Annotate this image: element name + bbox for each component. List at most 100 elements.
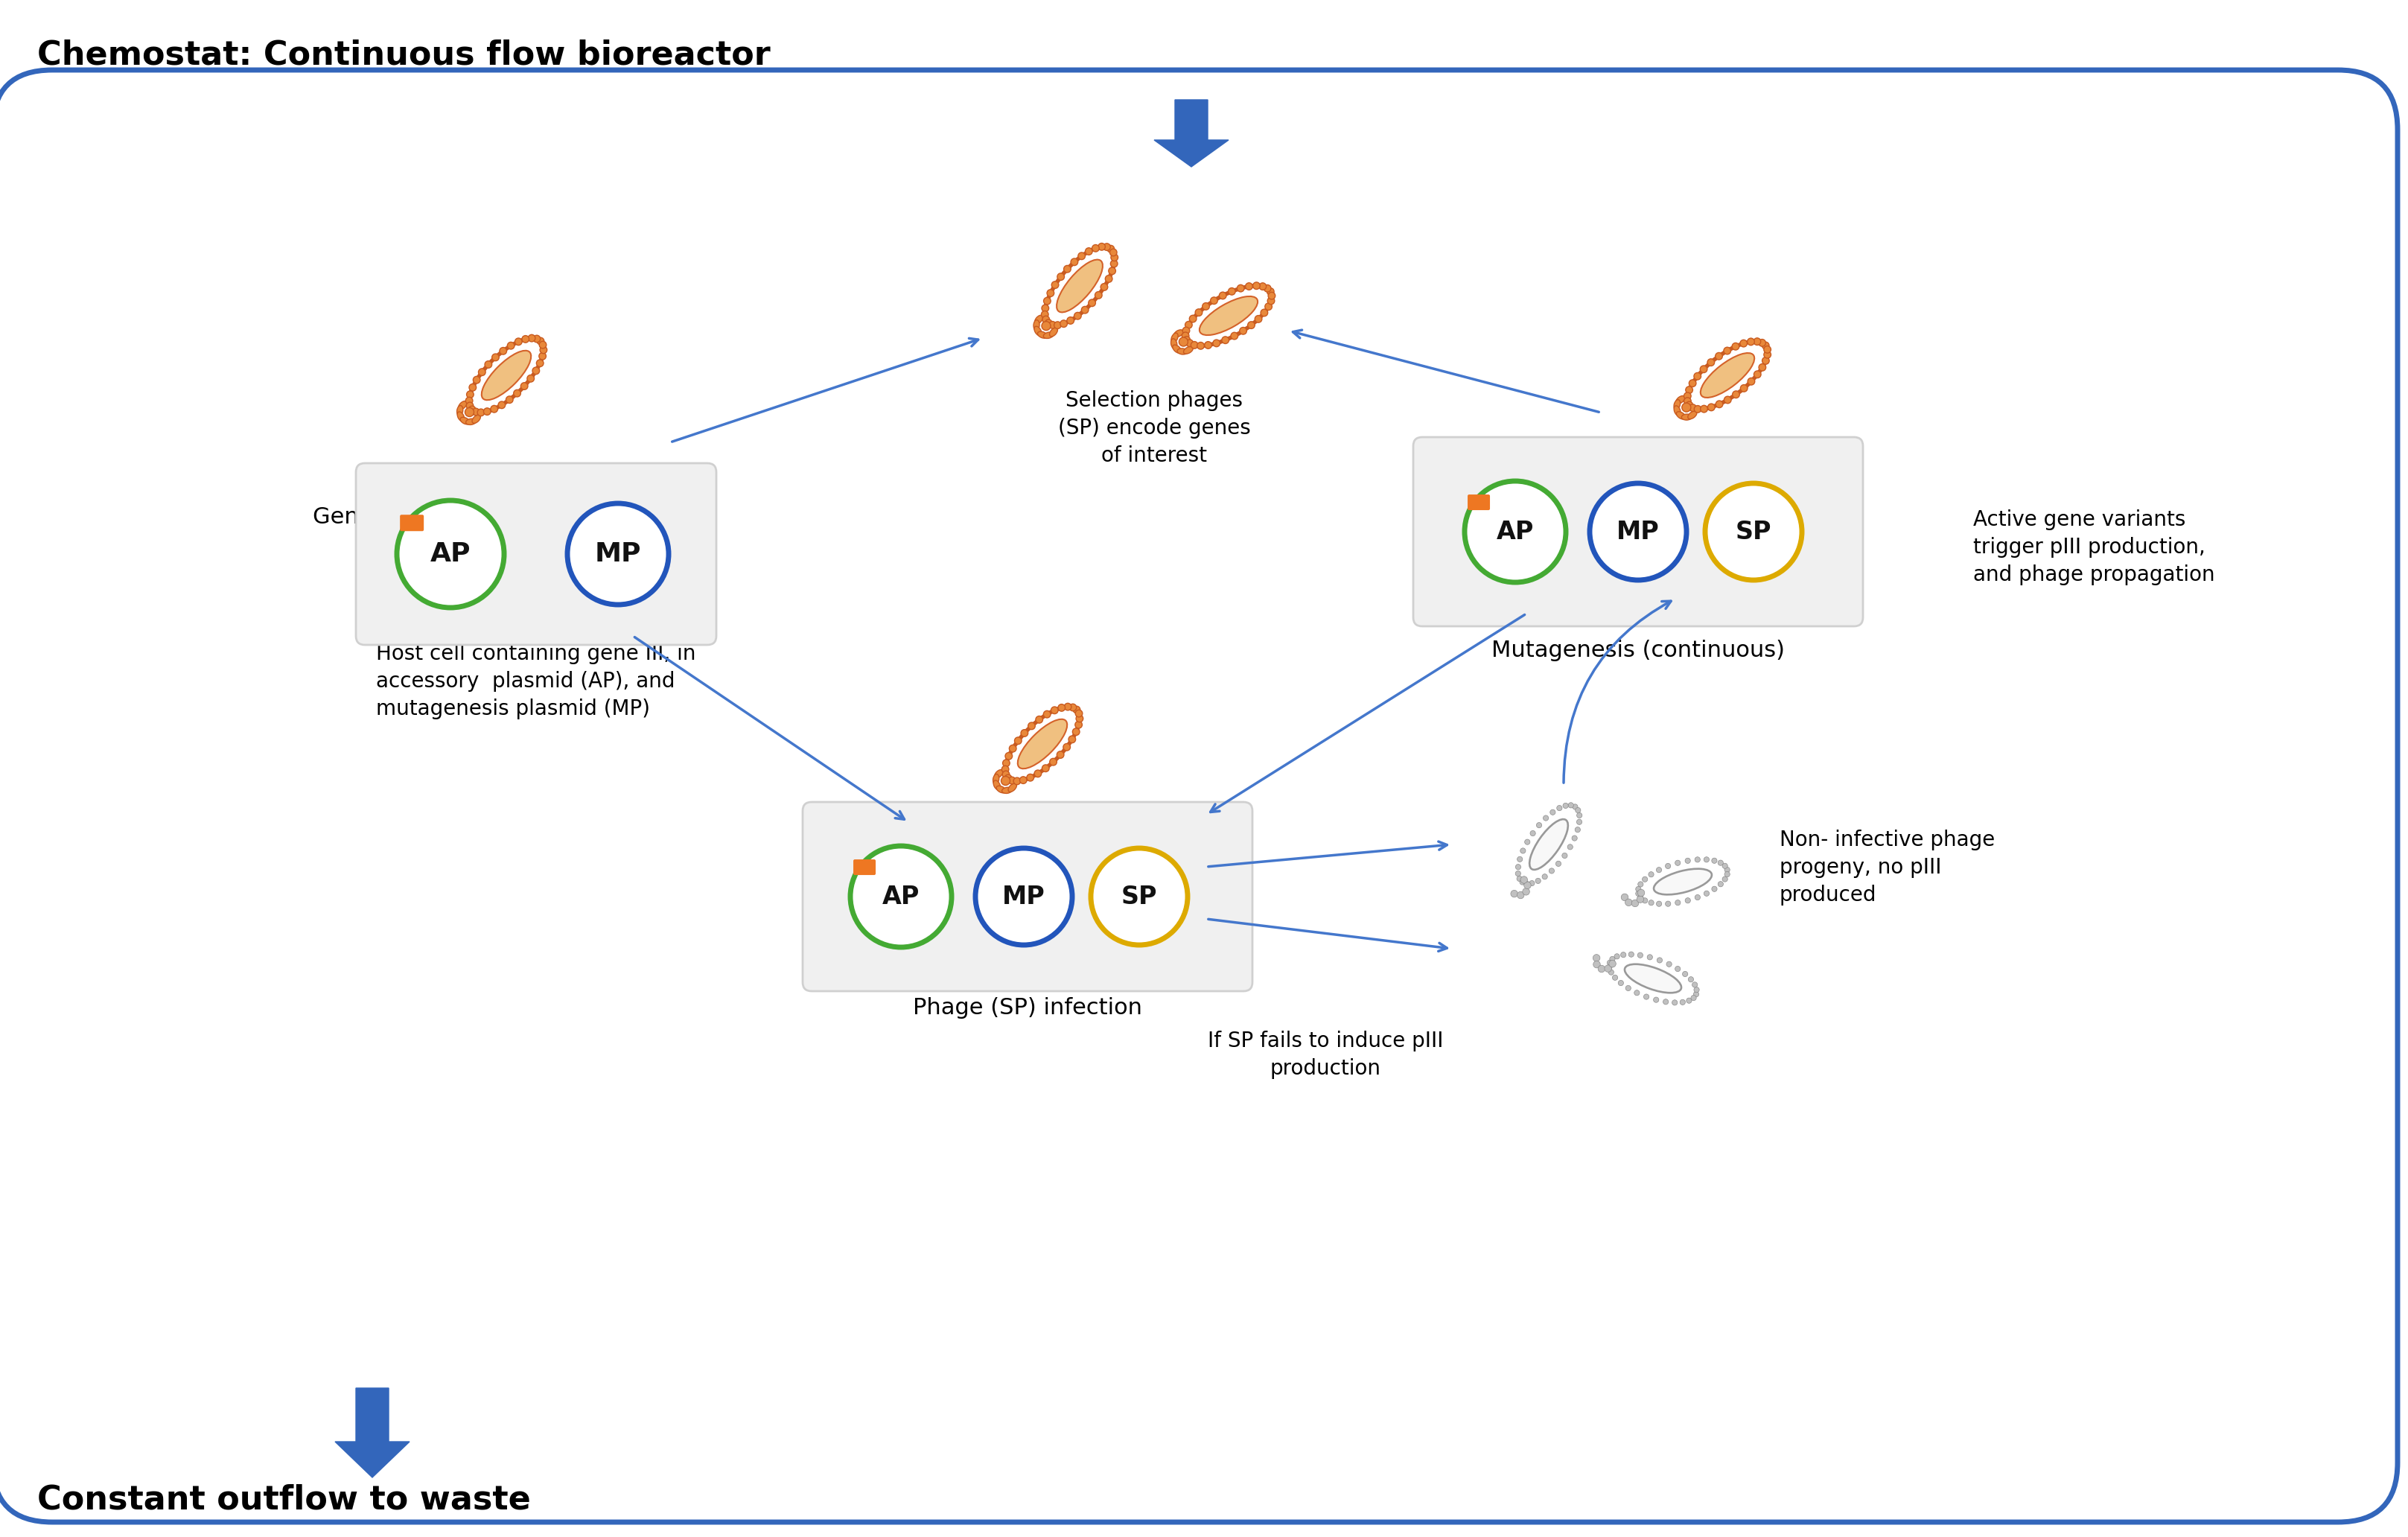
Ellipse shape [1057, 260, 1103, 312]
Circle shape [1081, 306, 1088, 314]
Ellipse shape [1676, 412, 1686, 420]
Circle shape [1666, 864, 1671, 868]
Ellipse shape [1035, 315, 1043, 324]
Circle shape [1676, 967, 1681, 971]
Circle shape [1069, 736, 1076, 742]
Circle shape [1522, 888, 1529, 895]
Circle shape [1026, 775, 1033, 781]
Circle shape [1040, 310, 1047, 318]
Circle shape [1182, 327, 1190, 334]
Circle shape [1731, 343, 1739, 350]
Circle shape [1666, 901, 1671, 907]
Circle shape [1671, 1001, 1678, 1005]
FancyBboxPatch shape [1466, 495, 1491, 510]
Circle shape [1014, 738, 1021, 744]
Text: AP: AP [881, 884, 920, 908]
Ellipse shape [992, 775, 999, 784]
Circle shape [1194, 309, 1202, 317]
Circle shape [1009, 776, 1016, 784]
Circle shape [1050, 321, 1057, 329]
Circle shape [1004, 775, 1011, 782]
Circle shape [1064, 266, 1072, 272]
Circle shape [1577, 813, 1582, 818]
Circle shape [1043, 297, 1050, 304]
Circle shape [1079, 252, 1086, 260]
Circle shape [506, 397, 513, 403]
Circle shape [1517, 891, 1524, 899]
Circle shape [397, 501, 503, 607]
Circle shape [1551, 810, 1556, 815]
Circle shape [1050, 707, 1057, 713]
Circle shape [1517, 876, 1522, 881]
Circle shape [1693, 982, 1698, 987]
Circle shape [1741, 384, 1748, 392]
Circle shape [467, 403, 474, 409]
Ellipse shape [458, 406, 462, 417]
Circle shape [1238, 284, 1245, 292]
Circle shape [513, 390, 520, 397]
Circle shape [1693, 987, 1700, 993]
Circle shape [1192, 341, 1199, 349]
Circle shape [1686, 386, 1693, 393]
Circle shape [498, 347, 506, 355]
Circle shape [1741, 340, 1748, 347]
Circle shape [1556, 861, 1560, 867]
Circle shape [1712, 887, 1717, 891]
Circle shape [1695, 895, 1700, 901]
Circle shape [1074, 312, 1081, 320]
Text: MP: MP [1616, 520, 1659, 544]
Circle shape [1052, 281, 1060, 289]
Circle shape [1621, 893, 1628, 901]
Circle shape [1088, 300, 1096, 306]
Circle shape [1548, 868, 1553, 873]
Circle shape [1686, 998, 1693, 1004]
Circle shape [1098, 243, 1105, 251]
Circle shape [1722, 864, 1727, 868]
Circle shape [1264, 284, 1271, 292]
Circle shape [1185, 321, 1192, 329]
Circle shape [1267, 297, 1274, 304]
Ellipse shape [1009, 784, 1016, 792]
Circle shape [1110, 249, 1117, 257]
Circle shape [1645, 994, 1649, 999]
Circle shape [1028, 722, 1035, 730]
Circle shape [1076, 715, 1084, 722]
Circle shape [1686, 858, 1690, 864]
Ellipse shape [1700, 354, 1755, 398]
Circle shape [1267, 287, 1274, 295]
Circle shape [1724, 871, 1729, 878]
Ellipse shape [460, 417, 470, 424]
Circle shape [1110, 260, 1117, 267]
Ellipse shape [1182, 346, 1192, 354]
Circle shape [1035, 716, 1043, 722]
Circle shape [1577, 819, 1582, 825]
Circle shape [1180, 337, 1187, 346]
Text: Selection phages
(SP) encode genes
of interest: Selection phages (SP) encode genes of in… [1057, 390, 1250, 466]
Circle shape [1637, 890, 1645, 896]
Circle shape [1197, 343, 1204, 349]
Ellipse shape [1674, 406, 1681, 415]
Circle shape [1690, 996, 1695, 1001]
FancyBboxPatch shape [356, 463, 715, 646]
Circle shape [532, 367, 539, 375]
Circle shape [1019, 776, 1026, 784]
Circle shape [1228, 287, 1235, 295]
Circle shape [1649, 871, 1654, 878]
Ellipse shape [482, 350, 532, 400]
Ellipse shape [1033, 320, 1040, 330]
Circle shape [1700, 406, 1707, 412]
Circle shape [1021, 730, 1028, 736]
Circle shape [1536, 822, 1541, 828]
Ellipse shape [472, 415, 482, 423]
Text: If SP fails to induce pIII
production: If SP fails to induce pIII production [1206, 1031, 1442, 1079]
Circle shape [1724, 867, 1729, 873]
Circle shape [1688, 380, 1695, 387]
Circle shape [1763, 350, 1770, 358]
Circle shape [1255, 315, 1262, 323]
Circle shape [1014, 778, 1021, 785]
Circle shape [1524, 839, 1529, 845]
Circle shape [1724, 397, 1731, 403]
Circle shape [1637, 895, 1642, 901]
Circle shape [1654, 998, 1659, 1002]
Circle shape [1594, 961, 1601, 968]
